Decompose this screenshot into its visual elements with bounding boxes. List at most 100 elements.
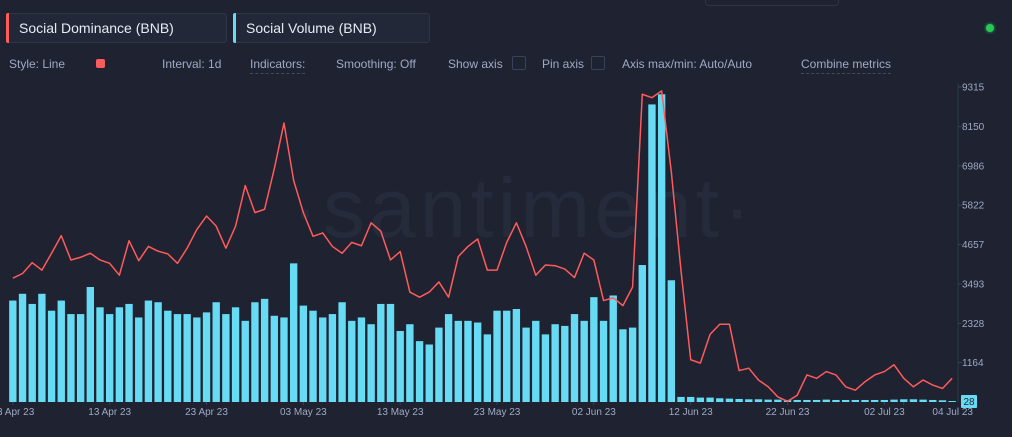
volume-bar	[512, 309, 521, 402]
last-value-badge	[961, 395, 977, 408]
volume-bar	[861, 399, 869, 402]
volume-bar	[667, 280, 676, 402]
volume-bar	[657, 94, 666, 402]
volume-bar	[483, 334, 492, 402]
volume-bar	[619, 329, 627, 402]
volume-bar	[183, 314, 191, 402]
axis-minmax-selector[interactable]: Axis max/min: Auto/Auto	[622, 57, 753, 71]
volume-bar	[357, 317, 366, 402]
smoothing-selector[interactable]: Smoothing: Off	[336, 57, 416, 71]
volume-bar	[28, 303, 36, 402]
volume-bar	[716, 398, 724, 402]
volume-bar	[144, 300, 153, 402]
interval-selector[interactable]: Interval: 1d	[162, 57, 222, 71]
top-toolbar-edge	[705, 0, 839, 6]
volume-bar	[590, 297, 598, 402]
volume-bar	[135, 317, 143, 402]
volume-bar	[280, 317, 288, 402]
y-tick-label: 3493	[962, 279, 985, 290]
volume-bar	[822, 399, 830, 402]
volume-bar	[193, 317, 201, 402]
volume-bar	[725, 398, 734, 402]
volume-bar	[328, 314, 337, 402]
volume-bar	[396, 330, 404, 402]
volume-bar	[377, 303, 385, 402]
volume-bar	[551, 324, 559, 402]
volume-bar	[706, 397, 714, 402]
x-tick-label: 03 May 23	[280, 407, 327, 418]
volume-bar	[18, 293, 27, 402]
volume-bar	[96, 307, 104, 402]
pin-axis-checkbox[interactable]	[591, 56, 605, 70]
indicators-selector[interactable]: Indicators:	[250, 57, 306, 74]
volume-bar	[338, 302, 346, 402]
volume-bar	[425, 344, 433, 402]
volume-bar	[406, 324, 414, 402]
volume-bar	[754, 399, 763, 402]
volume-bar	[503, 310, 511, 402]
volume-bar	[164, 310, 172, 402]
volume-bar	[76, 314, 85, 402]
line-color-swatch[interactable]	[96, 59, 105, 68]
volume-bar	[696, 397, 705, 402]
volume-bar	[561, 325, 569, 402]
style-selector[interactable]: Style: Line	[9, 57, 66, 71]
volume-bar	[106, 314, 114, 402]
volume-bar	[871, 399, 879, 402]
volume-bar	[832, 399, 840, 402]
metric-tab-social-dominance[interactable]: Social Dominance (BNB)	[6, 13, 227, 43]
volume-bar	[638, 265, 646, 402]
volume-bar	[289, 263, 298, 402]
show-axis-checkbox[interactable]	[512, 56, 526, 70]
x-tick-label: 13 Apr 23	[88, 407, 131, 418]
y-tick-label: 4657	[962, 240, 985, 251]
volume-bar	[464, 320, 472, 402]
metric-tab-social-volume[interactable]: Social Volume (BNB)	[233, 13, 430, 43]
volume-bar	[231, 307, 240, 402]
volume-bar	[386, 303, 395, 402]
y-tick-label: 9315	[962, 83, 985, 94]
volume-bar	[900, 399, 908, 402]
volume-bar	[880, 399, 889, 402]
y-tick-label: 1164	[962, 358, 984, 369]
metric-tab-label: Social Dominance (BNB)	[19, 20, 174, 36]
volume-bar	[735, 398, 743, 402]
chart-plot[interactable]: ·santiment· 9315 8150 6986 5822 4657 3493 2328…	[0, 78, 1012, 437]
volume-bar	[454, 320, 462, 402]
volume-bar	[38, 293, 46, 402]
show-axis-label: Show axis	[448, 57, 503, 71]
volume-bar	[319, 317, 327, 402]
volume-bar	[435, 327, 443, 402]
volume-bar	[270, 315, 278, 402]
volume-bar	[57, 300, 65, 402]
volume-bar	[919, 399, 927, 402]
volume-bar	[948, 401, 956, 402]
volume-bar	[890, 399, 898, 402]
volume-bar	[415, 341, 424, 402]
volume-bar	[251, 302, 259, 402]
volume-bar	[212, 302, 220, 402]
volume-bar	[609, 295, 617, 402]
volume-bar	[841, 399, 850, 402]
volume-bar	[473, 322, 482, 402]
combine-metrics-button[interactable]: Combine metrics	[801, 57, 892, 74]
volume-bar	[909, 399, 918, 402]
volume-bar	[599, 320, 608, 402]
volume-bar	[764, 399, 772, 402]
volume-bar	[938, 400, 947, 402]
volume-bar	[367, 324, 375, 402]
y-tick-label: 6986	[962, 161, 985, 172]
volume-bar	[348, 320, 356, 402]
volume-bar	[532, 320, 540, 402]
volume-bar	[580, 320, 588, 402]
volume-bar	[793, 399, 801, 402]
volume-bar	[851, 399, 859, 402]
volume-bar	[222, 314, 230, 402]
volume-bar	[241, 320, 249, 402]
last-value-label: 28	[963, 397, 975, 408]
volume-bar	[115, 307, 124, 402]
volume-bar	[125, 303, 133, 402]
x-tick-label: 23 May 23	[474, 407, 521, 418]
volume-bar	[173, 314, 182, 402]
x-tick-label: 03 Apr 23	[0, 407, 35, 418]
